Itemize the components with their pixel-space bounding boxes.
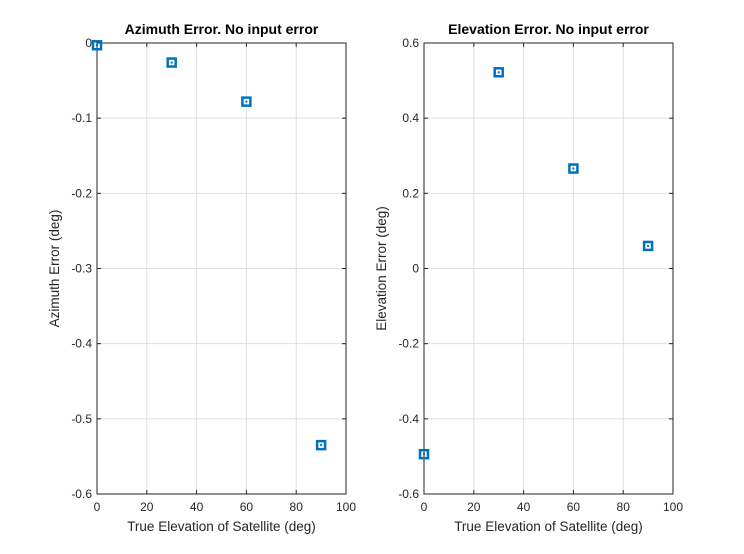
elevation-xtick-label: 0 [421,500,428,514]
azimuth-point-center [320,444,323,447]
elevation-xtick-label: 60 [567,500,581,514]
azimuth-point-center [245,100,248,103]
azimuth-title: Azimuth Error. No input error [125,21,319,37]
azimuth-xtick-label: 0 [94,500,101,514]
azimuth-ytick-label: -0.6 [71,487,92,501]
azimuth-xtick-label: 40 [190,500,204,514]
azimuth-data-point-2 [241,96,252,107]
azimuth-ytick-label: -0.4 [71,337,92,351]
elevation-point-marker [418,448,430,460]
elevation-title: Elevation Error. No input error [448,21,649,37]
elevation-plot: 0 20 40 60 80 100 0.6 0.4 0.2 0 -0.2 -0.4 -0.6 Elevat… [374,21,683,534]
elevation-data-point-3 [642,240,654,252]
azimuth-ytick-label: 0 [85,36,92,50]
azimuth-point-center [96,44,98,47]
azimuth-data-point-0 [91,40,103,51]
elevation-point-marker [493,67,504,78]
azimuth-ytick-label: -0.2 [71,186,92,200]
elevation-point-center [423,453,425,456]
elevation-point-center [497,71,500,74]
elevation-ytick-label: 0.6 [402,36,419,50]
azimuth-point-marker [91,40,103,51]
elevation-point-marker [568,163,579,174]
elevation-ylabel: Elevation Error (deg) [374,206,389,331]
azimuth-xtick-label: 60 [240,500,254,514]
elevation-ytick-label: 0 [412,262,419,276]
elevation-ytick-label: 0.2 [402,186,419,200]
azimuth-ytick-label: -0.3 [71,262,92,276]
elevation-xtick-label: 80 [617,500,631,514]
azimuth-xtick-label: 100 [336,500,356,514]
azimuth-xtick-label: 20 [140,500,154,514]
azimuth-ytick-label: -0.5 [71,412,92,426]
elevation-point-marker [642,240,654,252]
elevation-xtick-label: 40 [517,500,531,514]
azimuth-data-point-1 [166,57,177,68]
azimuth-ytick-label: -0.1 [71,111,92,125]
elevation-xtick-label: 100 [663,500,683,514]
elevation-ytick-label: -0.6 [398,487,419,501]
azimuth-plot: 0 20 40 60 80 100 0 -0.1 -0.2 -0.3 -0.4 -0.5 -0.6 Azi… [47,21,356,534]
elevation-xtick-label: 20 [467,500,481,514]
azimuth-xtick-label: 80 [290,500,304,514]
azimuth-data-point-3 [315,439,327,451]
elevation-xlabel: True Elevation of Satellite (deg) [454,519,643,534]
elevation-point-center [647,244,650,247]
azimuth-point-marker [315,439,327,451]
azimuth-ylabel: Azimuth Error (deg) [47,210,62,328]
elevation-data-point-2 [568,163,579,174]
elevation-ytick-label: -0.4 [398,412,419,426]
elevation-point-center [572,167,575,170]
elevation-ytick-label: 0.4 [402,111,419,125]
elevation-ytick-label: -0.2 [398,337,419,351]
azimuth-point-marker [166,57,177,68]
azimuth-point-center [170,61,173,64]
elevation-data-point-1 [493,67,504,78]
elevation-data-point-0 [418,448,430,460]
azimuth-point-marker [241,96,252,107]
azimuth-xlabel: True Elevation of Satellite (deg) [127,519,316,534]
